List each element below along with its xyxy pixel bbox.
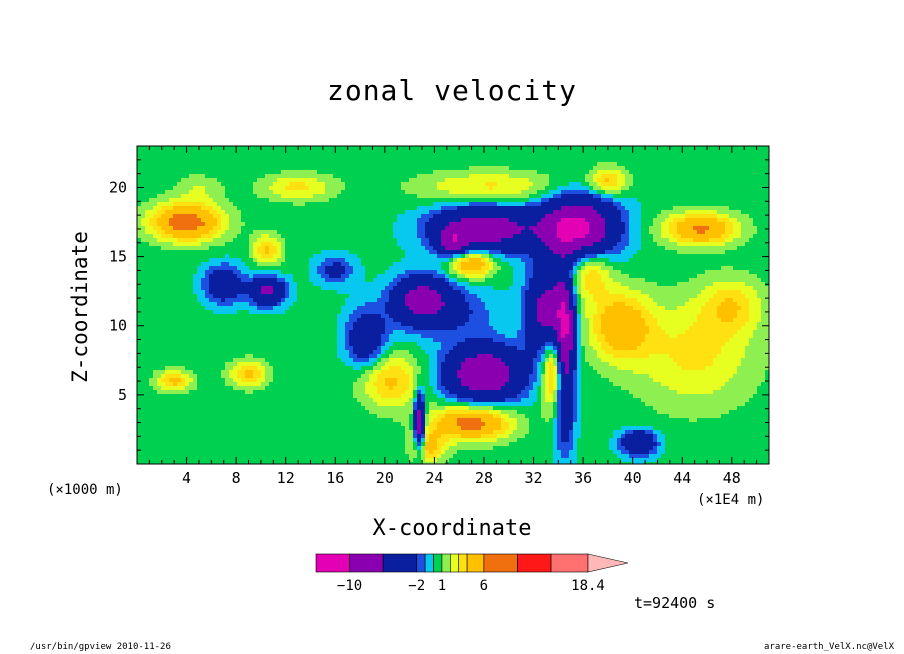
y-tick-label: 15 <box>109 248 127 266</box>
colorbar-segment <box>424 553 434 573</box>
x-axis-label: X-coordinate <box>372 516 532 541</box>
x-tick-label: 48 <box>723 469 741 487</box>
y-tick-label: 10 <box>109 317 127 335</box>
x-tick-label: 16 <box>326 469 344 487</box>
x-tick-label: 32 <box>525 469 543 487</box>
y-tick-label: 5 <box>118 386 127 404</box>
colorbar-segment <box>483 553 518 573</box>
x-tick-label: 40 <box>624 469 642 487</box>
x-unit-right: (×1E4 m) <box>697 492 765 508</box>
colorbar-segment <box>450 553 460 573</box>
footer-right: arare-earth_VelX.nc@VelX <box>764 642 895 652</box>
colorbar-segment <box>315 553 350 573</box>
plot-frame <box>136 145 770 465</box>
x-tick-label: 28 <box>475 469 493 487</box>
colorbar-tick-label: 18.4 <box>571 578 605 594</box>
y-axis-label: Z-coordinate <box>68 231 92 383</box>
chart-title: zonal velocity <box>326 74 577 107</box>
colorbar-segment <box>349 553 384 573</box>
colorbar-extend-arrow <box>587 553 629 573</box>
x-tick-label: 24 <box>425 469 443 487</box>
x-tick-label: 44 <box>673 469 691 487</box>
colorbar-segment <box>441 553 451 573</box>
colorbar-tick-label: −2 <box>408 578 425 594</box>
colorbar-segment <box>416 553 426 573</box>
colorbar-segment <box>382 553 418 573</box>
colorbar-segment <box>458 553 468 573</box>
colorbar-segment <box>517 553 552 573</box>
colorbar-segment <box>433 553 443 573</box>
x-tick-label: 4 <box>182 469 191 487</box>
colorbar-tick-label: −10 <box>337 578 362 594</box>
x-tick-label: 20 <box>376 469 394 487</box>
x-unit-left: (×1000 m) <box>47 482 123 498</box>
x-tick-label: 36 <box>574 469 592 487</box>
colorbar-tick-label: 6 <box>480 578 488 594</box>
colorbar-segment <box>466 553 485 573</box>
footer-left: /usr/bin/gpview 2010-11-26 <box>30 642 171 652</box>
time-annotation: t=92400 s <box>634 594 716 612</box>
colorbar-segment <box>550 553 589 573</box>
x-tick-label: 12 <box>277 469 295 487</box>
y-tick-label: 20 <box>109 178 127 196</box>
x-tick-label: 8 <box>232 469 241 487</box>
colorbar-tick-label: 1 <box>438 578 446 594</box>
